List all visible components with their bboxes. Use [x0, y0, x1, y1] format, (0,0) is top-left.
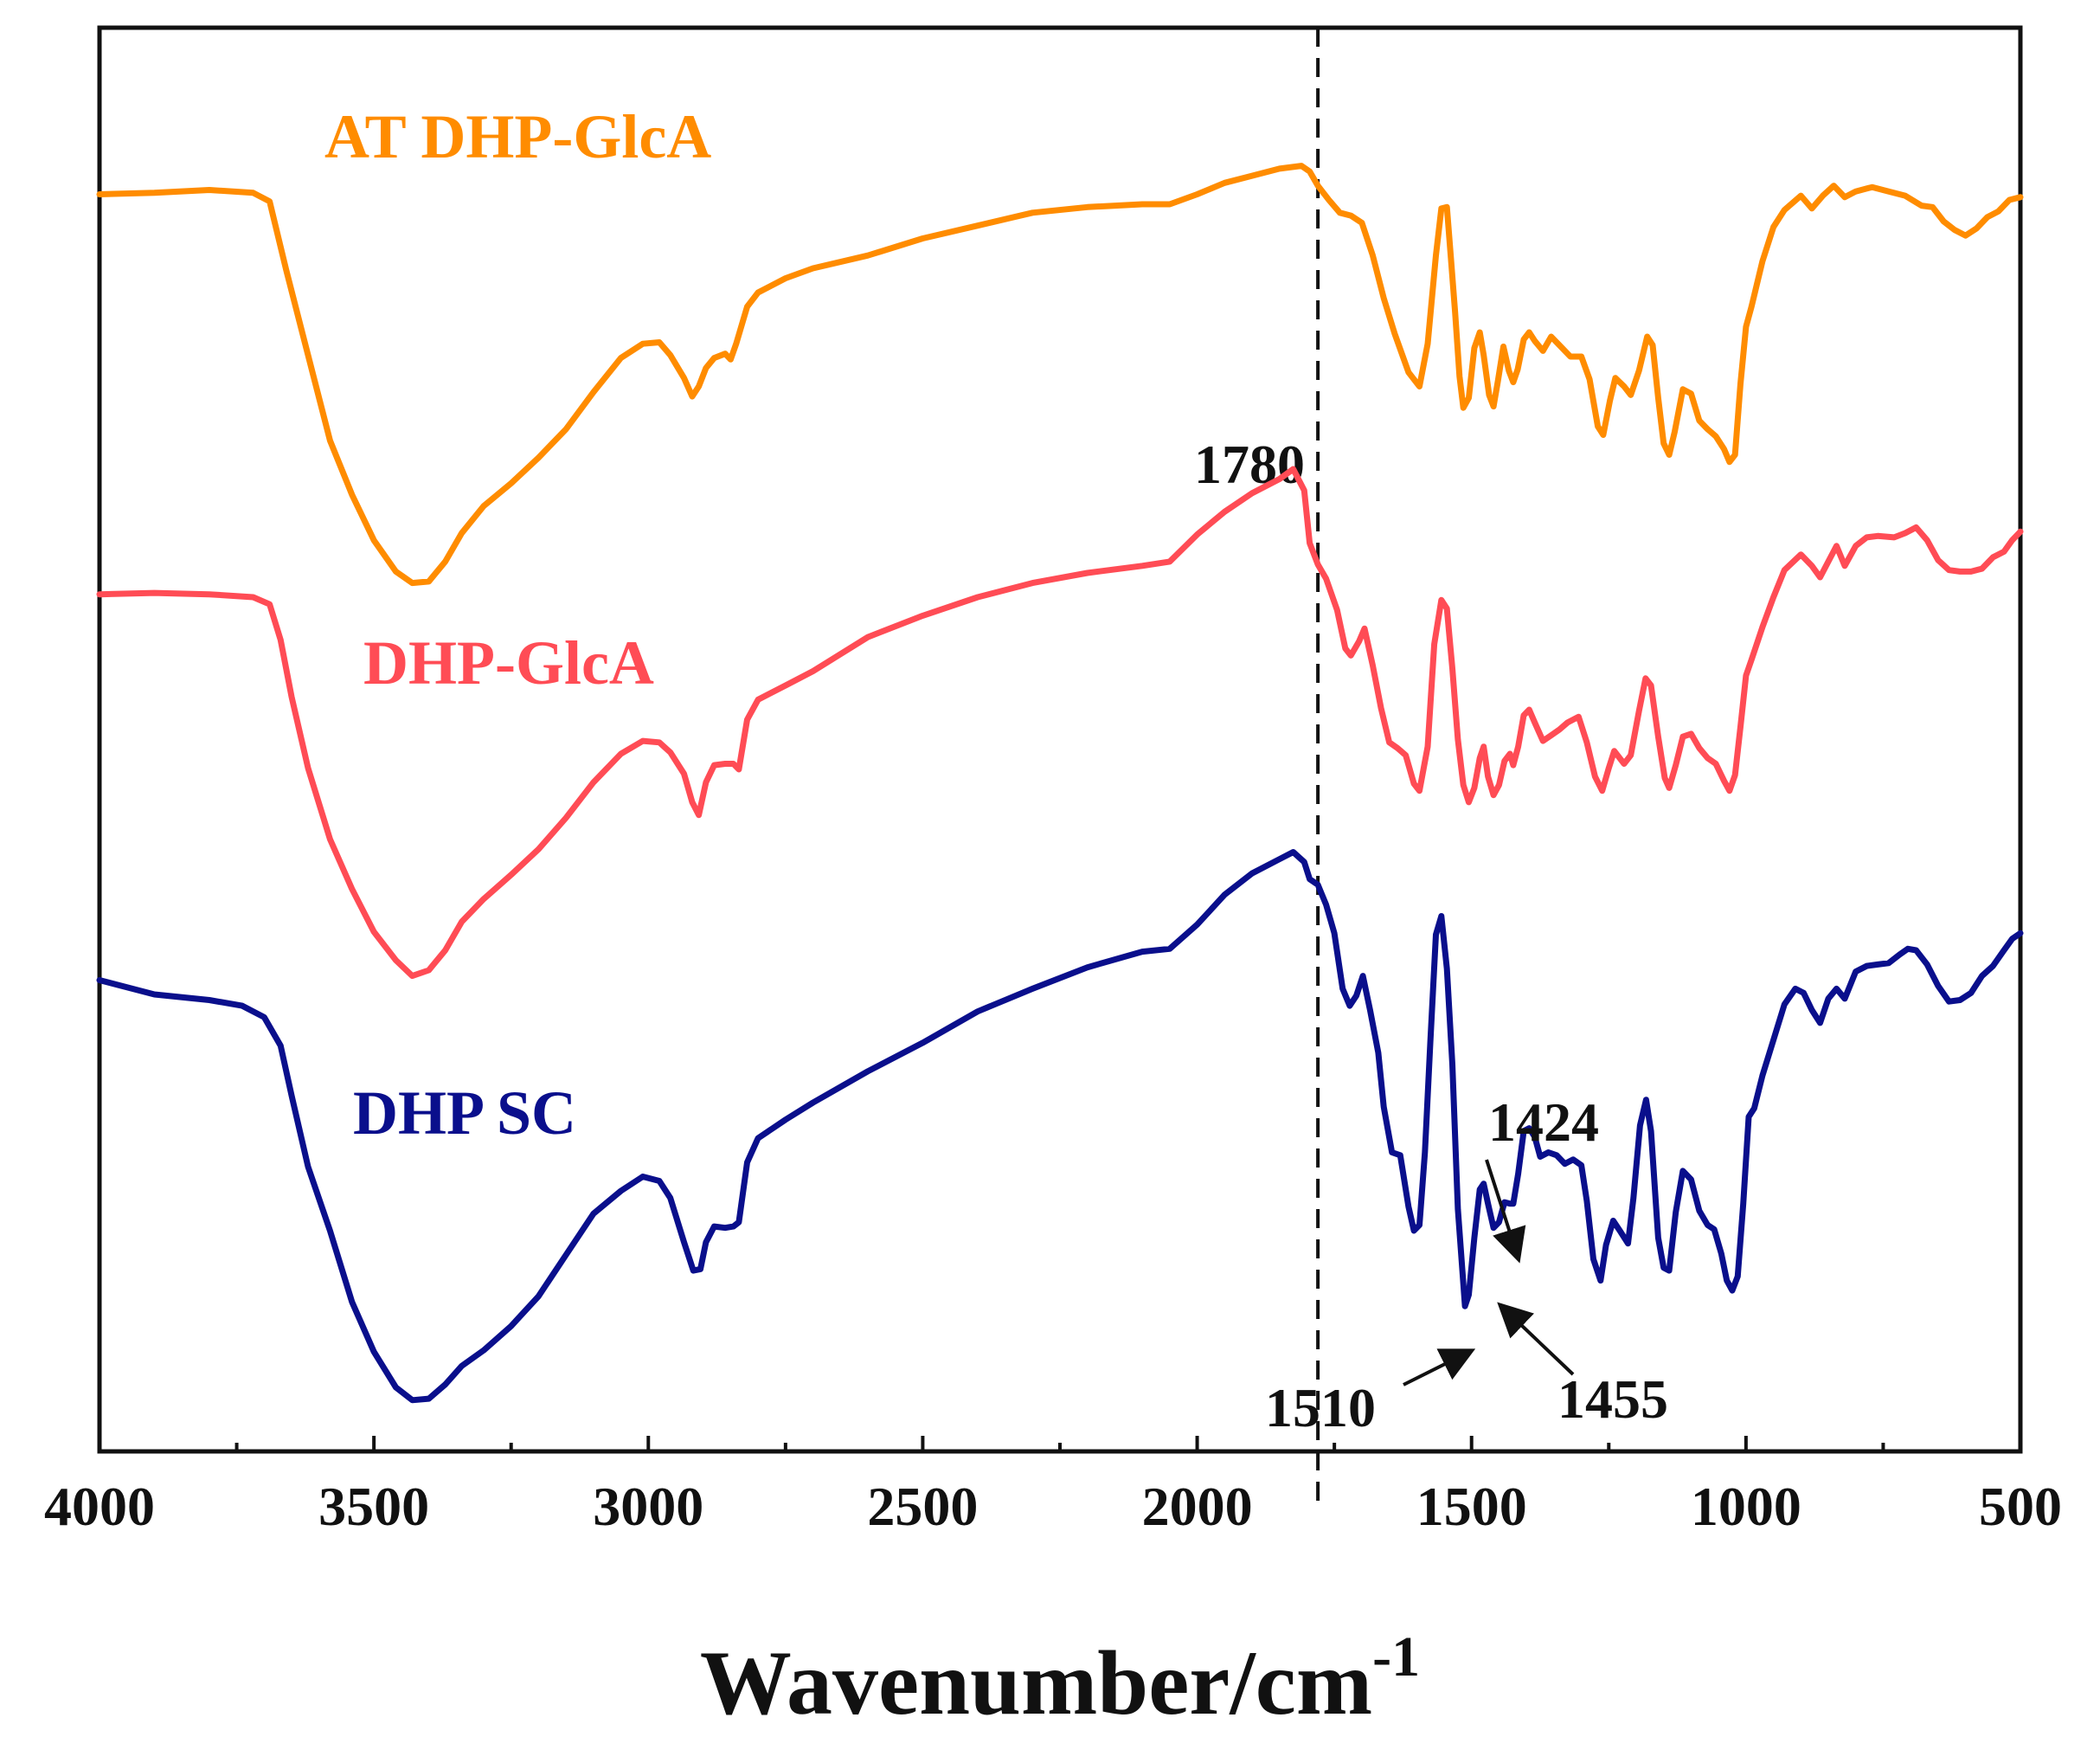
x-tick-label-500: 500 — [1979, 1476, 2062, 1537]
peak-label-1424: 1424 — [1488, 1091, 1599, 1153]
series-label-dhp-glca: DHP-GlcA — [363, 628, 654, 698]
x-tick-label-4000: 4000 — [44, 1476, 155, 1537]
x-axis-title-superscript: -1 — [1372, 1625, 1420, 1689]
series-label-at-dhp-glca: AT DHP-GlcA — [324, 102, 711, 171]
x-tick-label-2000: 2000 — [1142, 1476, 1253, 1537]
x-tick-label-1000: 1000 — [1691, 1476, 1801, 1537]
peak-annotations: 1424 1510 1455 — [1265, 1091, 1668, 1438]
x-axis-ticks — [98, 1436, 2022, 1451]
x-tick-label-3000: 3000 — [593, 1476, 703, 1537]
peak-arrow-1510 — [1403, 1348, 1476, 1386]
x-axis-tick-labels: 4000 3500 3000 2500 2000 1500 1000 500 — [44, 1476, 2062, 1537]
peak-arrow-1424 — [1485, 1159, 1526, 1264]
series-line-dhp-sc — [96, 849, 2024, 1404]
series-curves — [96, 163, 2024, 1404]
series-line-at-dhp-glca — [96, 163, 2024, 587]
series-line-dhp-glca — [96, 466, 2024, 980]
series-label-dhp-sc: DHP SC — [353, 1078, 576, 1148]
peak-label-1510: 1510 — [1265, 1377, 1376, 1438]
x-tick-label-3500: 3500 — [318, 1476, 429, 1537]
x-tick-label-1500: 1500 — [1416, 1476, 1527, 1537]
marker-label-1780: 1780 — [1194, 434, 1305, 495]
x-tick-label-2500: 2500 — [867, 1476, 978, 1537]
x-axis-title-text: Wavenumber/cm — [700, 1632, 1372, 1734]
peak-arrow-1455 — [1497, 1302, 1575, 1376]
plot-frame — [97, 25, 2023, 1454]
x-axis-title: Wavenumber/cm-1 — [700, 1625, 1420, 1734]
peak-label-1455: 1455 — [1557, 1368, 1668, 1430]
